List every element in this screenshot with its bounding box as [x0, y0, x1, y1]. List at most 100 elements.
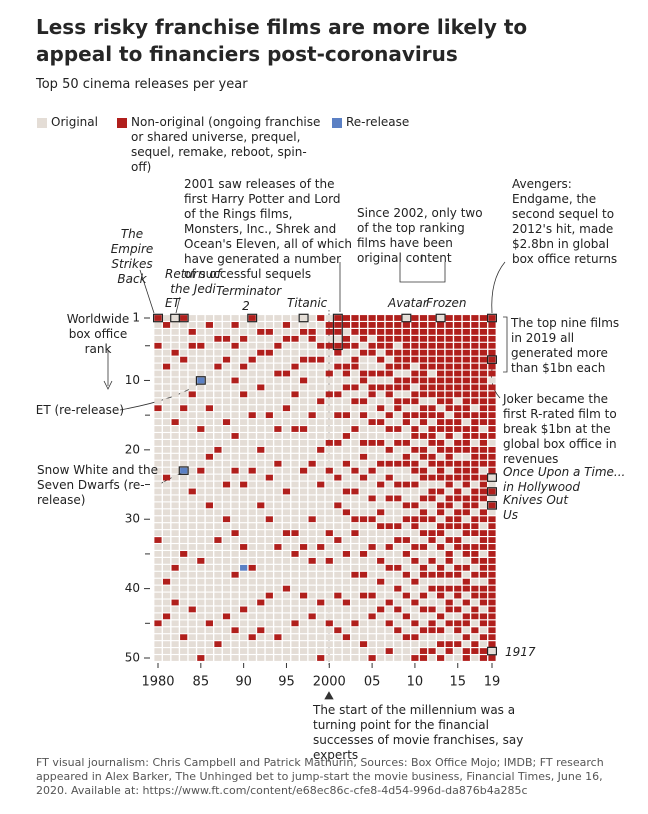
cell [282, 564, 291, 571]
cell [351, 405, 359, 412]
cell [171, 641, 179, 648]
cell [402, 502, 410, 509]
cell [462, 349, 470, 356]
cell [299, 377, 308, 384]
x-tick-label: 19 [484, 675, 501, 690]
cell [248, 328, 256, 335]
annotation: Since 2002, only two of the top ranking … [357, 206, 483, 265]
cell [479, 363, 488, 370]
cell [291, 523, 299, 530]
cell [471, 328, 479, 335]
cell [265, 370, 273, 377]
cell [351, 433, 359, 439]
cell [231, 398, 239, 405]
cell [248, 405, 256, 412]
cell [325, 516, 333, 523]
cell [342, 391, 351, 398]
cell [402, 557, 410, 564]
cell [342, 599, 351, 606]
cell [377, 322, 385, 328]
cell [419, 453, 428, 460]
cell [240, 502, 248, 509]
cell [385, 634, 393, 641]
cell [454, 544, 462, 550]
cell [479, 578, 488, 585]
cell [188, 544, 196, 550]
cell [428, 349, 436, 356]
highlight [178, 466, 189, 475]
cell [154, 488, 162, 495]
cell [231, 530, 239, 537]
cell [154, 564, 162, 571]
cell [248, 530, 256, 537]
cell [488, 322, 496, 328]
cell [462, 453, 470, 460]
cell [154, 655, 162, 661]
cell [248, 426, 256, 432]
cell [479, 384, 488, 391]
cell [205, 488, 213, 495]
cell [359, 426, 368, 432]
cell [402, 578, 410, 585]
cell [454, 460, 462, 467]
x-tick-label: 10 [407, 675, 424, 690]
cell [428, 453, 436, 460]
cell [205, 641, 213, 648]
cell [240, 315, 248, 321]
cell [197, 530, 205, 537]
cell [205, 335, 213, 342]
cell [162, 439, 171, 446]
cell [334, 564, 342, 571]
cell [419, 356, 428, 363]
cell [428, 322, 436, 328]
cell [188, 530, 196, 537]
cell [299, 426, 308, 432]
cell [471, 398, 479, 405]
cell [462, 585, 470, 592]
cell [359, 322, 368, 328]
cell [188, 557, 196, 564]
cell [334, 322, 342, 328]
cell [479, 370, 488, 377]
cell [299, 370, 308, 377]
cell [231, 439, 239, 446]
cell [471, 530, 479, 537]
cell [205, 363, 213, 370]
cell [342, 405, 351, 412]
cell [471, 315, 479, 321]
cell [248, 599, 256, 606]
cell [462, 495, 470, 502]
cell [359, 488, 368, 495]
cell [162, 377, 171, 384]
cell [240, 571, 248, 578]
cell [445, 502, 453, 509]
cell [368, 426, 376, 432]
cell [265, 606, 273, 613]
cell [385, 419, 393, 425]
cell [274, 391, 282, 398]
cell [265, 453, 273, 460]
highlight [435, 313, 446, 323]
cell [154, 599, 162, 606]
annotation: The Empire Strikes Back [110, 227, 154, 286]
legend-label: Non-original (ongoing franchise or share… [131, 115, 321, 174]
cell [377, 474, 385, 481]
cell [308, 592, 316, 599]
x-tick-label: 85 [193, 675, 210, 690]
cell [180, 571, 188, 578]
cell [274, 439, 282, 446]
cell [445, 516, 453, 523]
cell [240, 599, 248, 606]
cell [377, 537, 385, 543]
cell [188, 627, 196, 634]
cell [222, 564, 231, 571]
cell [377, 377, 385, 384]
cell [411, 419, 419, 425]
cell [368, 502, 376, 509]
cell [205, 495, 213, 502]
cell [154, 467, 162, 474]
cell [454, 502, 462, 509]
cell [428, 641, 436, 648]
cell [248, 613, 256, 620]
cell [197, 544, 205, 550]
